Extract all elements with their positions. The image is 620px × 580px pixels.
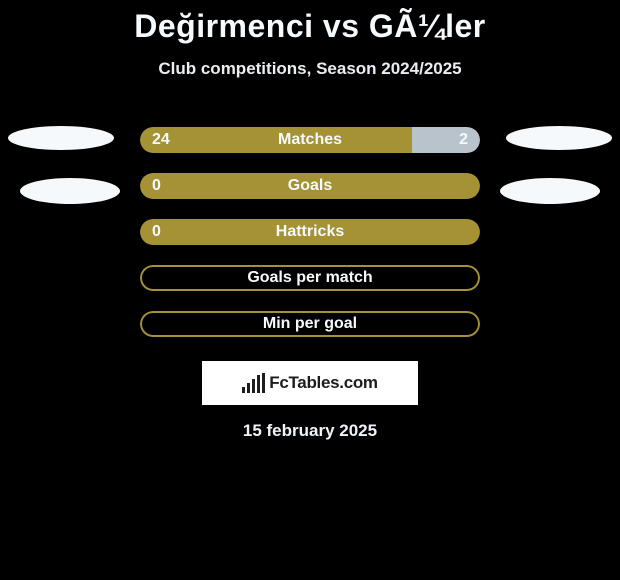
stat-label: Goals bbox=[288, 177, 332, 195]
stat-bar: Min per goal bbox=[140, 311, 480, 337]
stat-row: Goals per match bbox=[0, 255, 620, 301]
stat-label: Min per goal bbox=[263, 315, 357, 333]
bar-segment-b bbox=[412, 127, 480, 153]
stat-label: Goals per match bbox=[247, 269, 372, 287]
stat-row: 0 Goals bbox=[0, 163, 620, 209]
stat-value-left: 0 bbox=[152, 177, 161, 195]
stat-value-left: 24 bbox=[152, 131, 170, 149]
stat-label: Hattricks bbox=[276, 223, 344, 241]
logo-text: FcTables.com bbox=[269, 373, 378, 393]
stat-bar: 24 2 Matches bbox=[140, 127, 480, 153]
stat-bar: Goals per match bbox=[140, 265, 480, 291]
bar-segment-a bbox=[140, 127, 412, 153]
page-title: Değirmenci vs GÃ¼ler bbox=[134, 8, 485, 45]
date-label: 15 february 2025 bbox=[243, 421, 377, 441]
stats-area: 24 2 Matches 0 Goals 0 Hattricks Goals per matc… bbox=[0, 117, 620, 347]
subtitle: Club competitions, Season 2024/2025 bbox=[158, 59, 461, 79]
stat-bar: 0 Hattricks bbox=[140, 219, 480, 245]
stat-value-right: 2 bbox=[459, 131, 468, 149]
stat-bar: 0 Goals bbox=[140, 173, 480, 199]
logo-bars-icon bbox=[242, 373, 265, 393]
stat-row: Min per goal bbox=[0, 301, 620, 347]
stat-row: 24 2 Matches bbox=[0, 117, 620, 163]
stat-row: 0 Hattricks bbox=[0, 209, 620, 255]
comparison-card: Değirmenci vs GÃ¼ler Club competitions, … bbox=[0, 0, 620, 441]
stat-value-left: 0 bbox=[152, 223, 161, 241]
logo-box: FcTables.com bbox=[202, 361, 418, 405]
stat-label: Matches bbox=[278, 131, 342, 149]
